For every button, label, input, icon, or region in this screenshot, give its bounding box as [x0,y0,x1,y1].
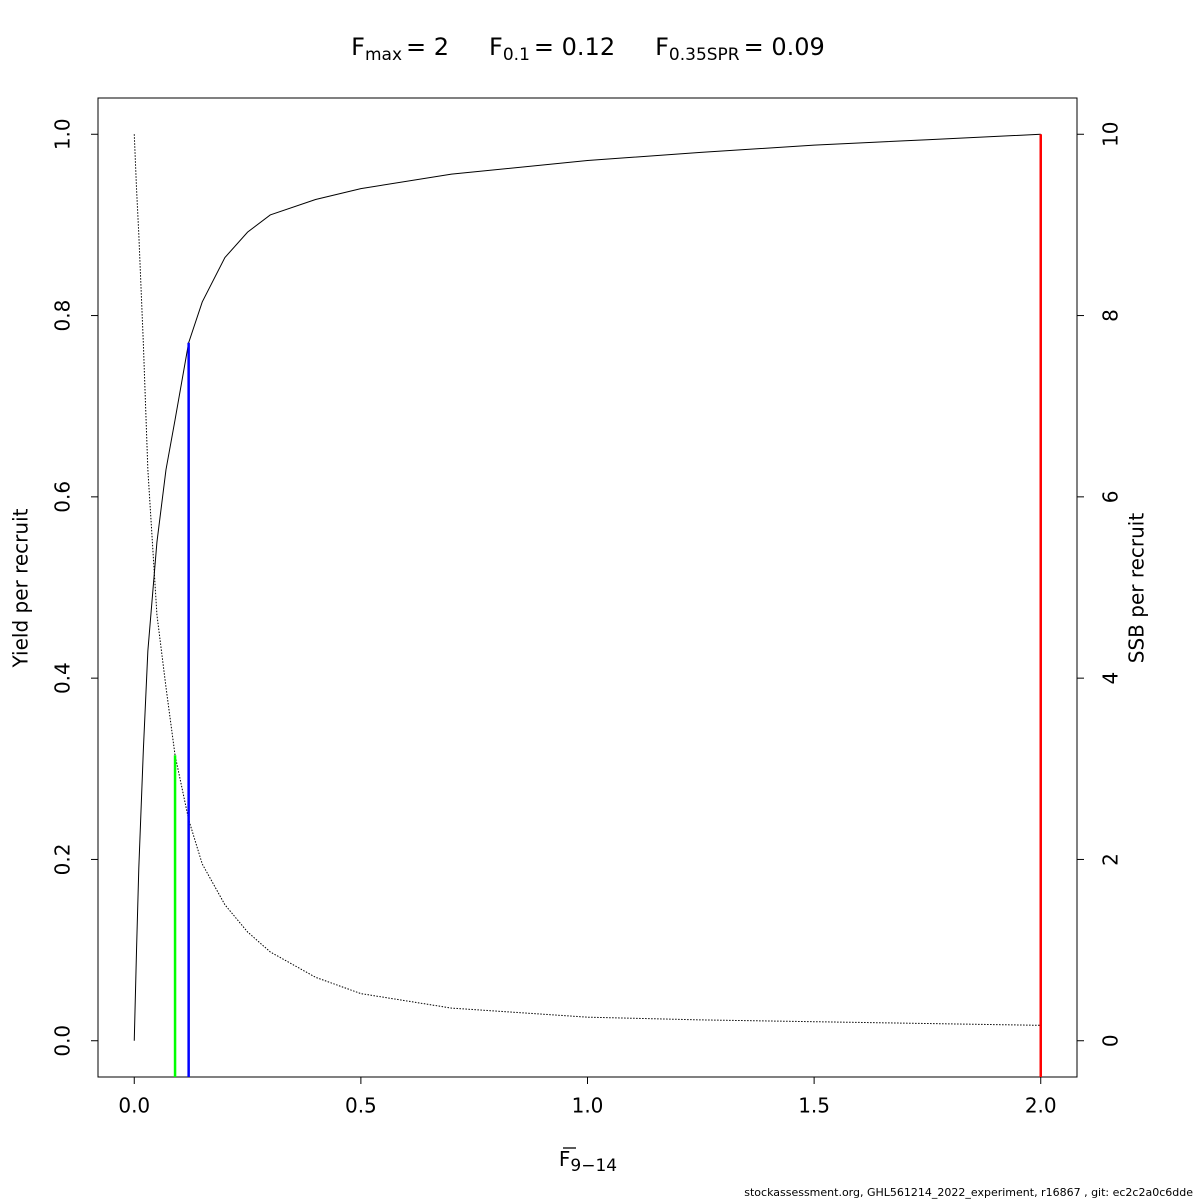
title-subscript: 0.35SPR [669,45,740,65]
y2-tick-label: 0 [1099,1034,1123,1047]
y-tick-label: 1.0 [51,118,75,150]
title-symbol: F [655,33,669,61]
y-tick-label: 0.8 [51,300,75,332]
title-value: = 0.12 [534,33,615,61]
y2-axis-label: SSB per recruit [1125,513,1149,664]
y2-tick-label: 4 [1099,672,1123,685]
ssb-curve [133,134,1041,1026]
y-tick-label: 0.2 [51,844,75,876]
y-tick-label: 0.4 [51,662,75,694]
x-tick-label: 0.5 [345,1094,377,1118]
y-tick-label: 0.6 [51,481,75,513]
y2-tick-label: 6 [1099,490,1123,503]
y-axis-label: Yield per recruit [9,508,33,668]
title-symbol: F [351,33,365,61]
plot-frame [97,97,1078,1078]
footnote: stockassessment.org, GHL561214_2022_expe… [744,1186,1193,1199]
x-tick-label: 1.0 [572,1094,604,1118]
y-tick-label: 0.0 [51,1025,75,1057]
title-subscript: 0.1 [503,45,530,65]
x-label-symbol: F [559,1147,571,1171]
title-subscript: max [365,45,402,65]
chart-title: Fmax = 2 F0.1 = 0.12 F0.35SPR = 0.09 [351,33,825,65]
x-axis-label: F9−14 [559,1147,617,1177]
title-value: = 2 [406,33,449,61]
y2-tick-label: 2 [1099,853,1123,866]
x-label-subscript: 9−14 [570,1156,617,1176]
yield-curve [133,133,1041,1041]
title-symbol: F [489,33,503,61]
y2-tick-label: 10 [1099,122,1123,147]
title-value: = 0.09 [744,33,825,61]
x-tick-label: 2.0 [1025,1094,1057,1118]
x-tick-label: 0.0 [118,1094,150,1118]
y2-tick-label: 8 [1099,309,1123,322]
x-tick-label: 1.5 [798,1094,830,1118]
